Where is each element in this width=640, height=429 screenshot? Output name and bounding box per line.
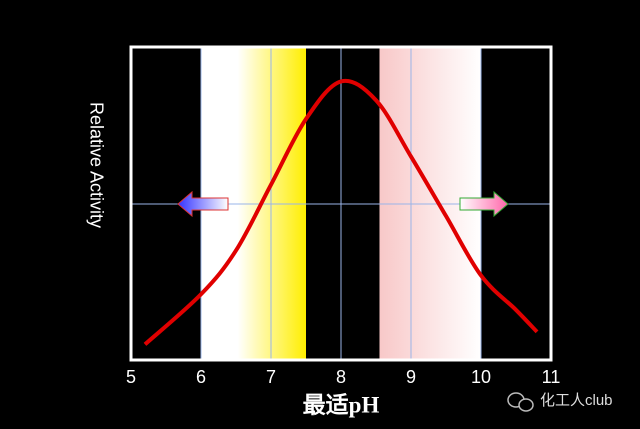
activity-curve [143,78,539,346]
x-tick-label: 5 [126,367,136,387]
x-tick-label: 10 [471,367,491,387]
x-tick-label: 9 [406,367,416,387]
arrow-right [459,190,509,218]
x-tick-label: 8 [336,367,346,387]
x-tick-label: 7 [266,367,276,387]
watermark: 化工人club [540,392,613,409]
arrow-left [177,190,229,218]
x-axis-label: 最适pH [303,392,380,417]
watermark-icon [507,392,534,412]
x-tick-label: 6 [196,367,206,387]
plot-frame [129,45,553,362]
y-axis-label: Relative Activity [86,102,106,228]
x-tick-label: 11 [542,367,561,387]
